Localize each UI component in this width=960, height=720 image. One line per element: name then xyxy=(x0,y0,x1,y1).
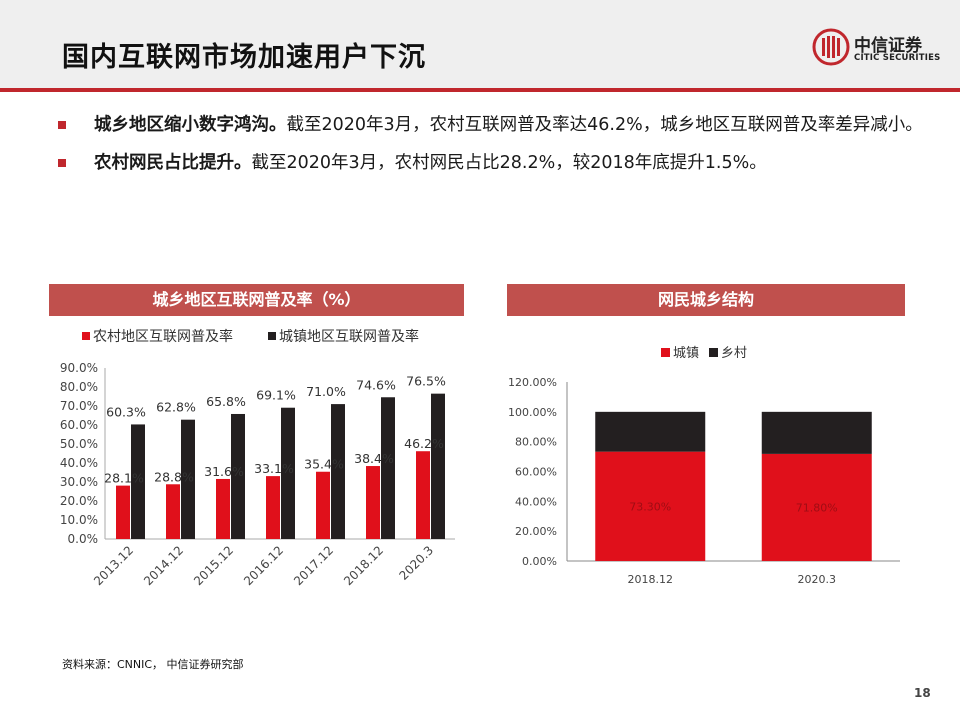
y-tick-label: 80.0% xyxy=(60,380,98,394)
data-label-urban: 76.5% xyxy=(406,374,446,389)
y-tick-label: 60.00% xyxy=(515,466,557,479)
y-tick-label: 100.00% xyxy=(508,406,557,419)
logo-en-text: CITIC SECURITIES xyxy=(854,53,941,63)
x-tick-label: 2013.12 xyxy=(91,543,136,588)
data-label-rural: 35.4% xyxy=(304,457,344,472)
y-tick-label: 40.0% xyxy=(60,456,98,470)
page-title: 国内互联网市场加速用户下沉 xyxy=(62,42,426,73)
bar-rural xyxy=(366,466,380,539)
data-label-urban: 62.8% xyxy=(156,400,196,415)
y-tick-label: 40.00% xyxy=(515,495,557,508)
x-tick-label: 2018.12 xyxy=(341,543,386,588)
bullet-heading: 城乡地区缩小数字鸿沟。 xyxy=(94,115,287,135)
x-tick-label: 2020.3 xyxy=(798,573,837,586)
x-tick-label: 2016.12 xyxy=(241,543,286,588)
bar-urban xyxy=(761,453,872,561)
legend-label-rural: 乡村 xyxy=(721,346,747,361)
x-tick-label: 2014.12 xyxy=(141,543,186,588)
netizen-structure-chart: 城镇 乡村 0.00% 20.00% 40.00% 60.00% 80.00% 100.00%… xyxy=(508,346,900,586)
bullet-list: 城乡地区缩小数字鸿沟。截至2020年3月，农村互联网普及率达46.2%，城乡地区… xyxy=(56,112,926,188)
legend-swatch-rural xyxy=(82,332,90,340)
urban-rural-penetration-chart: 农村地区互联网普及率 城镇地区互联网普及率 0.0% 10.0% 20.0% 30.0% 4… xyxy=(60,328,455,588)
bar-rural xyxy=(216,478,230,539)
bullet-item: 农村网民占比提升。截至2020年3月，农村网民占比28.2%，较2018年底提升… xyxy=(56,150,926,176)
bar-rural xyxy=(266,476,280,539)
y-tick-label: 30.0% xyxy=(60,475,98,489)
header-bar xyxy=(0,0,960,88)
logo-cn-text: 中信证券 xyxy=(854,36,922,56)
y-tick-label: 20.00% xyxy=(515,525,557,538)
data-label-urban: 71.80% xyxy=(796,501,838,514)
bullet-square-icon xyxy=(58,121,66,129)
y-tick-label: 80.00% xyxy=(515,436,557,449)
data-label-urban: 71.0% xyxy=(306,384,346,399)
left-chart-title: 城乡地区互联网普及率（%） xyxy=(49,284,464,316)
bar-rural xyxy=(761,411,872,454)
bar-rural xyxy=(116,485,130,539)
y-tick-label: 0.0% xyxy=(68,532,99,546)
legend-label-rural: 农村地区互联网普及率 xyxy=(93,328,233,345)
y-tick-label: 50.0% xyxy=(60,437,98,451)
bar-urban xyxy=(331,404,345,539)
right-chart-title: 网民城乡结构 xyxy=(507,284,905,316)
bar-urban xyxy=(431,393,445,539)
page-number: 18 xyxy=(914,686,931,700)
bar-urban xyxy=(595,451,706,561)
data-label-urban: 73.30% xyxy=(629,500,671,513)
citic-logo: 中信证券 CITIC SECURITIES xyxy=(810,28,950,68)
y-tick-label: 60.0% xyxy=(60,418,98,432)
x-tick-label: 2017.12 xyxy=(291,543,336,588)
legend-swatch-rural xyxy=(709,348,718,357)
bullet-heading: 农村网民占比提升。 xyxy=(94,153,252,173)
bar-rural xyxy=(316,471,330,539)
y-tick-label: 20.0% xyxy=(60,494,98,508)
y-tick-label: 0.00% xyxy=(522,555,557,568)
bar-rural xyxy=(416,451,430,539)
bar-urban xyxy=(231,413,245,539)
header-divider xyxy=(0,88,960,92)
bullet-text: 截至2020年3月，农村互联网普及率达46.2%，城乡地区互联网普及率差异减小。 xyxy=(286,115,923,135)
data-label-rural: 28.8% xyxy=(154,469,194,484)
data-label-rural: 28.1% xyxy=(104,471,144,486)
bar-urban xyxy=(381,397,395,539)
legend-swatch-urban xyxy=(268,332,276,340)
y-tick-label: 70.0% xyxy=(60,399,98,413)
bar-rural xyxy=(166,484,180,539)
bar-urban xyxy=(131,424,145,539)
data-label-rural: 46.2% xyxy=(404,436,444,451)
bullet-square-icon xyxy=(58,159,66,167)
citic-logo-icon xyxy=(812,28,850,66)
data-label-rural: 38.4% xyxy=(354,451,394,466)
bullet-item: 城乡地区缩小数字鸿沟。截至2020年3月，农村互联网普及率达46.2%，城乡地区… xyxy=(56,112,926,138)
legend-swatch-urban xyxy=(661,348,670,357)
data-label-urban: 65.8% xyxy=(206,394,246,409)
source-note: 资料来源：CNNIC， 中信证券研究部 xyxy=(62,658,244,671)
y-tick-label: 120.00% xyxy=(508,376,557,389)
x-tick-label: 2020.3 xyxy=(397,543,437,583)
y-tick-label: 90.0% xyxy=(60,361,98,375)
bar-rural xyxy=(595,411,706,452)
x-tick-label: 2015.12 xyxy=(191,543,236,588)
bullet-text: 截至2020年3月，农村网民占比28.2%，较2018年底提升1.5%。 xyxy=(251,153,767,173)
legend-label-urban: 城镇 xyxy=(673,346,699,361)
data-label-urban: 69.1% xyxy=(256,388,296,403)
data-label-urban: 74.6% xyxy=(356,377,396,392)
data-label-urban: 60.3% xyxy=(106,404,146,419)
data-label-rural: 31.6% xyxy=(204,464,244,479)
bar-urban xyxy=(281,407,295,539)
data-label-rural: 33.1% xyxy=(254,461,294,476)
legend-label-urban: 城镇地区互联网普及率 xyxy=(279,328,419,345)
y-tick-label: 10.0% xyxy=(60,513,98,527)
bar-urban xyxy=(181,419,195,539)
x-tick-label: 2018.12 xyxy=(628,573,674,586)
